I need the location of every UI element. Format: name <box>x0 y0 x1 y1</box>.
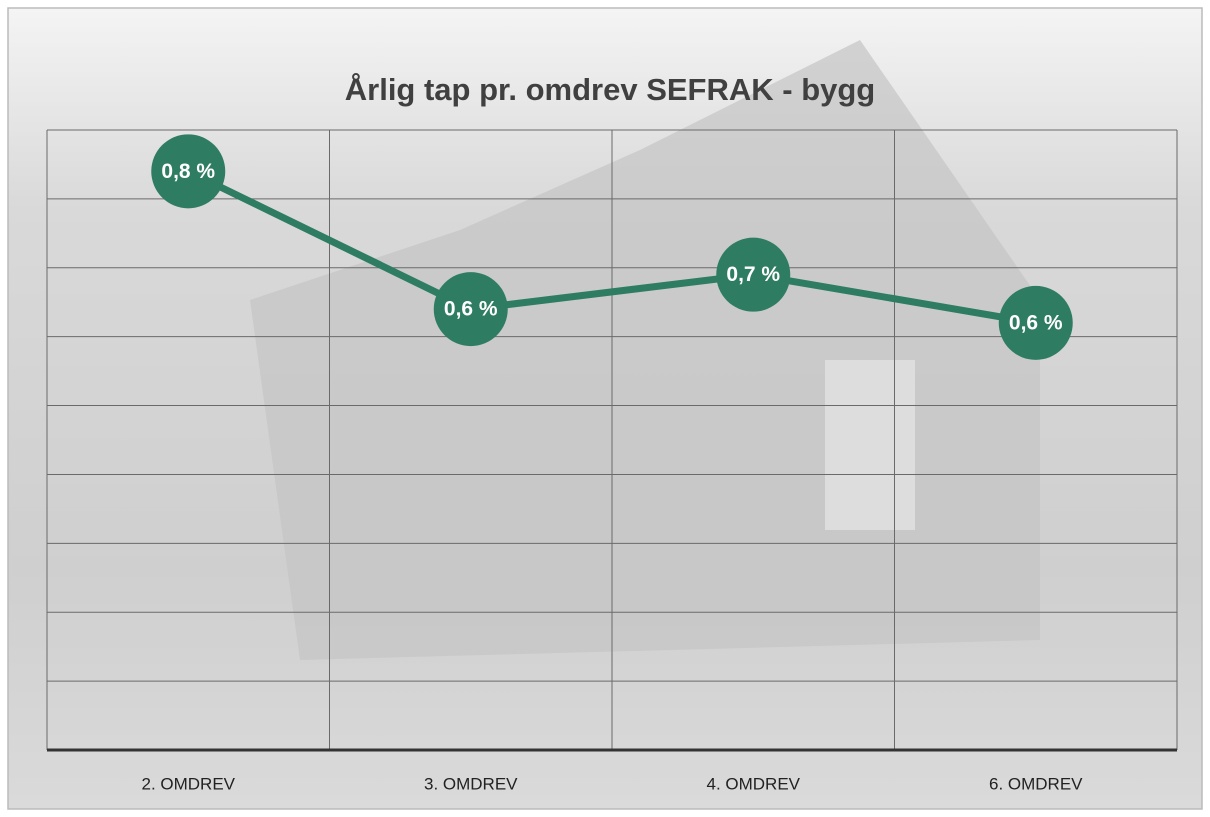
background-window <box>825 360 915 530</box>
data-label: 0,6 % <box>1009 311 1063 334</box>
x-tick-label: 6. OMDREV <box>989 774 1083 793</box>
data-label: 0,6 % <box>444 298 498 321</box>
data-label: 0,8 % <box>161 160 215 183</box>
x-tick-label: 4. OMDREV <box>706 774 800 793</box>
data-label: 0,7 % <box>726 263 780 286</box>
chart: Årlig tap pr. omdrev SEFRAK - bygg 2. OM… <box>0 0 1210 817</box>
x-tick-label: 3. OMDREV <box>424 774 518 793</box>
chart-title: Årlig tap pr. omdrev SEFRAK - bygg <box>345 72 876 107</box>
page: {"chart_data": {"type": "line", "title":… <box>0 0 1210 817</box>
x-tick-label: 2. OMDREV <box>141 774 235 793</box>
